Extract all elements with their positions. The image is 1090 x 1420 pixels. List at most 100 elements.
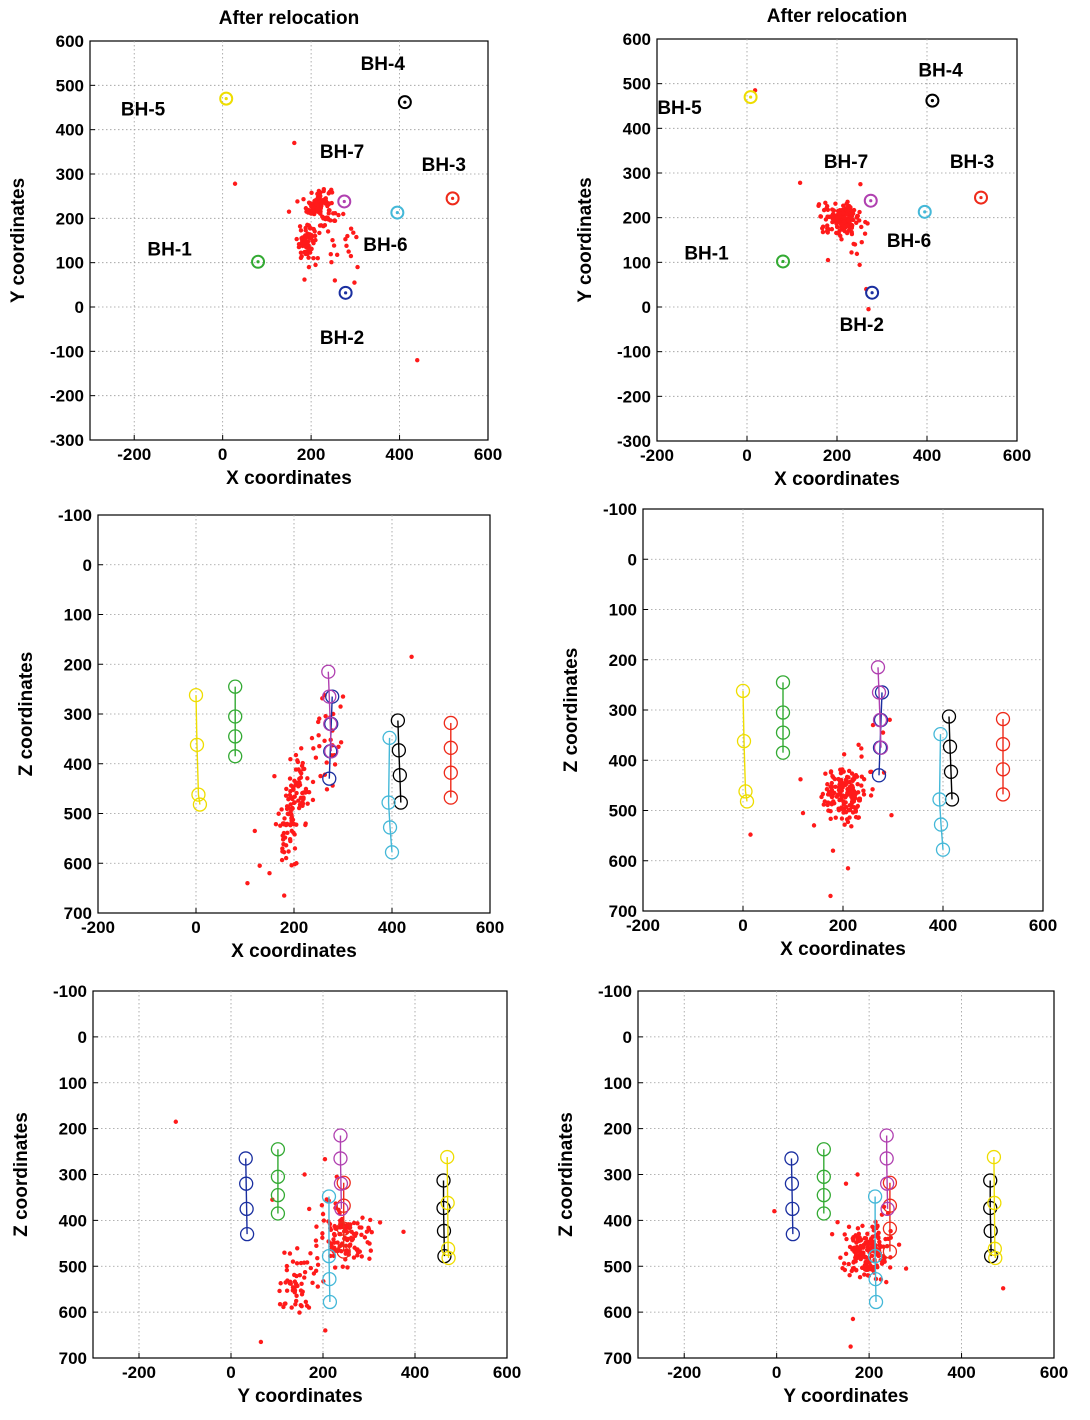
borehole-label: BH-7 xyxy=(320,142,364,163)
x-tick-label: 400 xyxy=(385,445,413,464)
sensor-circle xyxy=(983,1223,998,1239)
sensor-circle xyxy=(784,1151,799,1166)
event-point xyxy=(878,1244,884,1249)
event-point xyxy=(295,780,300,785)
sensor-circle xyxy=(816,1206,831,1221)
event-point xyxy=(862,231,868,236)
event-point xyxy=(855,815,861,820)
borehole-marker xyxy=(338,285,353,300)
sensor-string-line xyxy=(742,690,748,802)
event-point xyxy=(292,1279,298,1284)
event-point xyxy=(279,857,285,863)
event-point xyxy=(306,245,312,250)
y-tick-label: -200 xyxy=(617,387,651,406)
event-point xyxy=(317,743,322,749)
y-tick-label: 0 xyxy=(75,298,84,317)
event-point xyxy=(343,237,348,242)
sensor-string-line xyxy=(993,1157,996,1259)
event-point xyxy=(359,1232,364,1237)
y-tick-label: 100 xyxy=(623,253,651,272)
event-point xyxy=(332,1240,337,1245)
event-point xyxy=(299,1281,304,1286)
y-axis-label: Y coordinates xyxy=(575,177,596,302)
event-point xyxy=(838,771,844,776)
event-point xyxy=(351,1255,357,1260)
event-point xyxy=(863,1236,869,1241)
sensor-string xyxy=(381,730,400,860)
event-point xyxy=(287,1251,293,1256)
y-tick-label: 600 xyxy=(59,1303,87,1322)
x-tick-label: 0 xyxy=(226,1363,235,1382)
event-point xyxy=(841,801,846,807)
event-point xyxy=(314,1224,319,1229)
event-point xyxy=(300,760,305,766)
borehole-center xyxy=(923,210,927,214)
event-point xyxy=(843,1181,849,1186)
x-tick-label: -200 xyxy=(640,446,674,465)
event-point xyxy=(849,231,855,237)
y-tick-label: 700 xyxy=(64,904,92,923)
event-point xyxy=(313,1238,319,1243)
event-point xyxy=(291,784,296,790)
event-point xyxy=(313,755,319,760)
event-point xyxy=(355,264,360,270)
event-point xyxy=(294,236,299,242)
event-point xyxy=(287,837,293,842)
borehole-label: BH-5 xyxy=(121,100,166,121)
borehole-circle xyxy=(776,254,790,269)
sensor-circle xyxy=(334,1201,349,1217)
event-point xyxy=(846,768,852,774)
sensor-circle xyxy=(393,795,408,810)
event-point xyxy=(833,815,838,820)
sensor-string xyxy=(870,660,889,755)
sensor-circle xyxy=(441,1250,456,1266)
event-point xyxy=(316,733,321,738)
event-point xyxy=(829,780,834,786)
event-point xyxy=(836,219,841,224)
y-tick-label: -300 xyxy=(617,432,651,451)
y-tick-label: 700 xyxy=(609,902,637,921)
event-point xyxy=(297,224,303,229)
borehole-marker xyxy=(925,93,940,108)
y-axis-label: Z coordinates xyxy=(11,1112,32,1237)
event-point xyxy=(857,1275,863,1280)
sensor-circle xyxy=(322,1294,338,1310)
event-point xyxy=(828,793,834,798)
event-point xyxy=(859,754,864,759)
event-point xyxy=(845,819,851,825)
event-point xyxy=(291,800,297,806)
event-point xyxy=(320,1235,325,1240)
event-point xyxy=(326,208,332,213)
event-point xyxy=(300,790,305,796)
event-point xyxy=(854,251,860,257)
y-tick-label: 300 xyxy=(56,165,84,184)
event-point xyxy=(825,782,830,787)
borehole-label: BH-4 xyxy=(918,60,963,81)
event-point xyxy=(320,1231,325,1236)
event-point xyxy=(298,250,304,255)
event-point xyxy=(884,1279,889,1285)
event-point xyxy=(332,1265,338,1270)
event-point xyxy=(304,1260,310,1265)
y-tick-label: 100 xyxy=(59,1074,87,1093)
event-point xyxy=(302,1269,308,1275)
borehole-label: BH-2 xyxy=(320,328,364,349)
event-point xyxy=(844,805,849,810)
event-point xyxy=(316,719,321,725)
event-point xyxy=(295,759,301,765)
borehole-marker xyxy=(743,90,758,105)
event-point xyxy=(294,790,299,796)
event-point xyxy=(860,1223,865,1229)
event-point xyxy=(291,822,297,827)
y-tick-label: 100 xyxy=(604,1074,632,1093)
event-point xyxy=(828,784,833,789)
event-point xyxy=(368,1217,373,1223)
event-point xyxy=(308,1251,313,1256)
sensor-circle xyxy=(270,1169,286,1184)
event-point xyxy=(854,774,860,779)
sensor-circle xyxy=(333,1128,348,1143)
event-point xyxy=(245,880,250,886)
event-point xyxy=(838,233,843,239)
event-point xyxy=(330,237,335,243)
event-point xyxy=(800,810,806,816)
